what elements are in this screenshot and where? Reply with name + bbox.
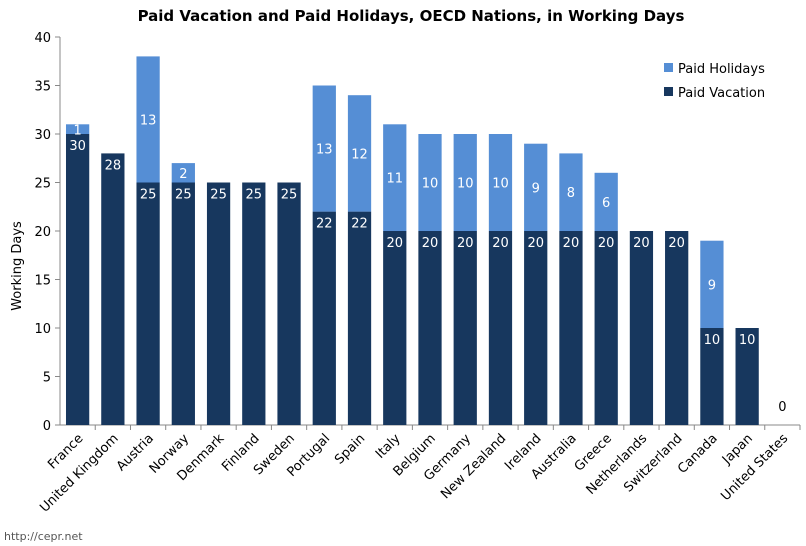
data-label-paid-vacation: 20 (386, 236, 403, 251)
bar-paid-vacation (559, 231, 583, 425)
legend-swatch (664, 63, 673, 72)
bar-paid-vacation (101, 153, 125, 425)
data-label-paid-vacation: 0 (778, 400, 786, 415)
bar-paid-holidays (559, 153, 583, 231)
bar-paid-vacation (206, 182, 231, 425)
data-label-paid-holidays: 6 (602, 196, 610, 211)
data-label-paid-vacation: 10 (739, 333, 756, 348)
y-tick-label: 20 (34, 225, 51, 240)
y-tick-label: 30 (34, 128, 51, 143)
bar-paid-vacation (629, 231, 654, 425)
data-label-paid-holidays: 9 (708, 278, 716, 293)
bar-paid-vacation (312, 211, 336, 425)
y-tick-label: 35 (34, 80, 51, 95)
data-label-paid-holidays: 13 (140, 113, 157, 128)
data-label-paid-vacation: 22 (316, 217, 333, 232)
data-label-paid-holidays: 12 (351, 147, 368, 162)
bar-paid-holidays (312, 85, 336, 212)
y-tick-label: 5 (43, 371, 51, 386)
data-label-paid-holidays: 13 (316, 143, 333, 158)
bar-paid-vacation (136, 182, 160, 425)
data-label-paid-holidays: 11 (386, 172, 403, 187)
legend-swatch (664, 87, 673, 96)
data-label-paid-vacation: 20 (457, 236, 474, 251)
y-tick-label: 40 (34, 31, 51, 46)
bar-paid-vacation (277, 182, 301, 425)
bar-paid-holidays (453, 134, 477, 231)
chart-title: Paid Vacation and Paid Holidays, OECD Na… (138, 7, 685, 25)
data-label-paid-holidays: 8 (567, 186, 575, 201)
legend-label: Paid Vacation (678, 86, 765, 101)
source-text: http://cepr.net (4, 530, 83, 543)
data-label-paid-vacation: 25 (246, 188, 263, 203)
data-labels: 301 28 25 13 25 2 25 25 25 22 13 22 12 20 11 20 10 20 10 20… (69, 113, 786, 415)
bar-paid-holidays (700, 240, 724, 328)
y-axis-label: Working Days (10, 221, 25, 311)
data-label-paid-holidays: 10 (422, 177, 439, 192)
data-label-paid-holidays: 10 (457, 177, 474, 192)
data-label-paid-vacation: 22 (351, 217, 368, 232)
data-label-paid-holidays: 10 (492, 177, 509, 192)
data-label-paid-vacation: 10 (704, 333, 721, 348)
bar-paid-holidays (136, 56, 160, 183)
bars (65, 56, 759, 425)
data-label-paid-vacation: 20 (422, 236, 439, 251)
data-label-paid-vacation: 20 (598, 236, 615, 251)
data-label-paid-vacation: 25 (140, 188, 157, 203)
bar-paid-vacation (171, 182, 195, 425)
bar-paid-vacation (700, 328, 724, 425)
bar-paid-vacation (383, 231, 407, 425)
bar-paid-vacation (488, 231, 513, 425)
x-tick-label: Spain (332, 431, 368, 467)
data-label-paid-vacation: 28 (105, 158, 122, 173)
bar-paid-holidays (383, 124, 407, 231)
data-label-paid-vacation: 20 (668, 236, 685, 251)
y-tick-label: 10 (34, 322, 51, 337)
bar-paid-holidays (418, 134, 442, 231)
data-label-paid-vacation: 30 (69, 139, 86, 154)
y-tick-label: 15 (34, 274, 51, 289)
bar-paid-vacation (242, 182, 266, 425)
bar-paid-vacation (453, 231, 477, 425)
data-label-paid-vacation: 25 (281, 188, 298, 203)
data-label-paid-holidays: 9 (532, 181, 540, 196)
x-tick-label: Italy (373, 431, 404, 462)
y-tick-label: 25 (34, 177, 51, 192)
bar-paid-vacation (347, 211, 372, 425)
data-label-paid-vacation: 20 (633, 236, 650, 251)
bar-paid-holidays (488, 134, 513, 231)
data-label-paid-vacation: 25 (210, 188, 227, 203)
legend: Paid Holidays Paid Vacation (664, 62, 765, 101)
bar-paid-holidays (171, 163, 195, 183)
data-label-paid-vacation: 20 (527, 236, 544, 251)
data-label-paid-holidays: 1 (73, 123, 81, 138)
data-label-paid-vacation: 20 (492, 236, 509, 251)
bar-paid-vacation (665, 231, 689, 425)
bar-paid-holidays (594, 172, 618, 231)
bar-paid-holidays (524, 143, 548, 231)
x-tick-label: Canada (675, 431, 721, 477)
y-tick-label: 0 (43, 419, 51, 434)
legend-label: Paid Holidays (678, 62, 765, 77)
bar-paid-vacation (524, 231, 548, 425)
data-label-paid-vacation: 25 (175, 188, 192, 203)
bar-paid-holidays (65, 124, 90, 134)
bar-paid-vacation (65, 134, 90, 425)
bar-paid-vacation (418, 231, 442, 425)
bar-paid-holidays (347, 95, 372, 212)
bar-paid-vacation (594, 231, 618, 425)
data-label-paid-vacation: 20 (563, 236, 580, 251)
bar-paid-vacation (735, 328, 759, 425)
data-label-paid-holidays: 2 (179, 167, 187, 182)
